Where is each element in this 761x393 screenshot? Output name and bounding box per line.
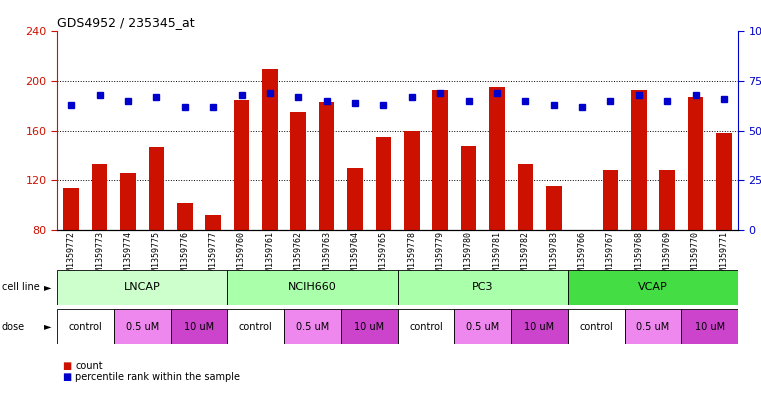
Bar — [404, 130, 419, 230]
Bar — [148, 147, 164, 230]
Text: control: control — [68, 321, 102, 332]
Text: control: control — [579, 321, 613, 332]
Bar — [92, 164, 107, 230]
Text: GDS4952 / 235345_at: GDS4952 / 235345_at — [57, 16, 195, 29]
Bar — [568, 270, 738, 305]
Text: control: control — [409, 321, 443, 332]
Bar — [205, 215, 221, 230]
Text: ►: ► — [44, 282, 52, 292]
Text: ■: ■ — [62, 372, 72, 382]
Text: dose: dose — [2, 321, 24, 332]
Text: cell line: cell line — [2, 282, 40, 292]
Text: ►: ► — [44, 321, 52, 332]
Bar — [660, 171, 675, 230]
Bar — [228, 309, 284, 344]
Bar — [681, 309, 738, 344]
Text: 0.5 uM: 0.5 uM — [636, 321, 670, 332]
Bar — [460, 145, 476, 230]
Bar — [234, 100, 250, 230]
Text: control: control — [239, 321, 272, 332]
Bar — [546, 187, 562, 230]
Text: 0.5 uM: 0.5 uM — [296, 321, 329, 332]
Bar — [625, 309, 681, 344]
Text: NCIH660: NCIH660 — [288, 282, 337, 292]
Text: ■: ■ — [62, 361, 72, 371]
Text: PC3: PC3 — [472, 282, 494, 292]
Bar — [57, 270, 228, 305]
Text: 10 uM: 10 uM — [524, 321, 555, 332]
Bar — [63, 188, 79, 230]
Text: percentile rank within the sample: percentile rank within the sample — [75, 372, 240, 382]
Text: count: count — [75, 361, 103, 371]
Bar — [376, 137, 391, 230]
Bar — [568, 309, 625, 344]
Bar — [341, 309, 397, 344]
Bar — [397, 309, 454, 344]
Bar — [517, 164, 533, 230]
Bar — [170, 309, 228, 344]
Bar — [603, 171, 618, 230]
Text: 0.5 uM: 0.5 uM — [126, 321, 159, 332]
Bar — [319, 102, 335, 230]
Bar — [57, 309, 114, 344]
Bar — [716, 133, 732, 230]
Bar — [489, 87, 505, 230]
Bar — [511, 309, 568, 344]
Bar — [284, 309, 341, 344]
Text: 10 uM: 10 uM — [184, 321, 214, 332]
Text: 0.5 uM: 0.5 uM — [466, 321, 499, 332]
Text: 10 uM: 10 uM — [695, 321, 725, 332]
Bar — [688, 97, 703, 230]
Text: VCAP: VCAP — [638, 282, 668, 292]
Bar — [114, 309, 170, 344]
Bar — [631, 90, 647, 230]
Bar — [177, 203, 193, 230]
Bar — [397, 270, 568, 305]
Bar — [120, 173, 135, 230]
Bar — [347, 168, 363, 230]
Bar — [228, 270, 397, 305]
Bar — [432, 90, 448, 230]
Bar — [262, 69, 278, 230]
Bar — [454, 309, 511, 344]
Bar — [291, 112, 306, 230]
Text: LNCAP: LNCAP — [124, 282, 161, 292]
Text: 10 uM: 10 uM — [354, 321, 384, 332]
